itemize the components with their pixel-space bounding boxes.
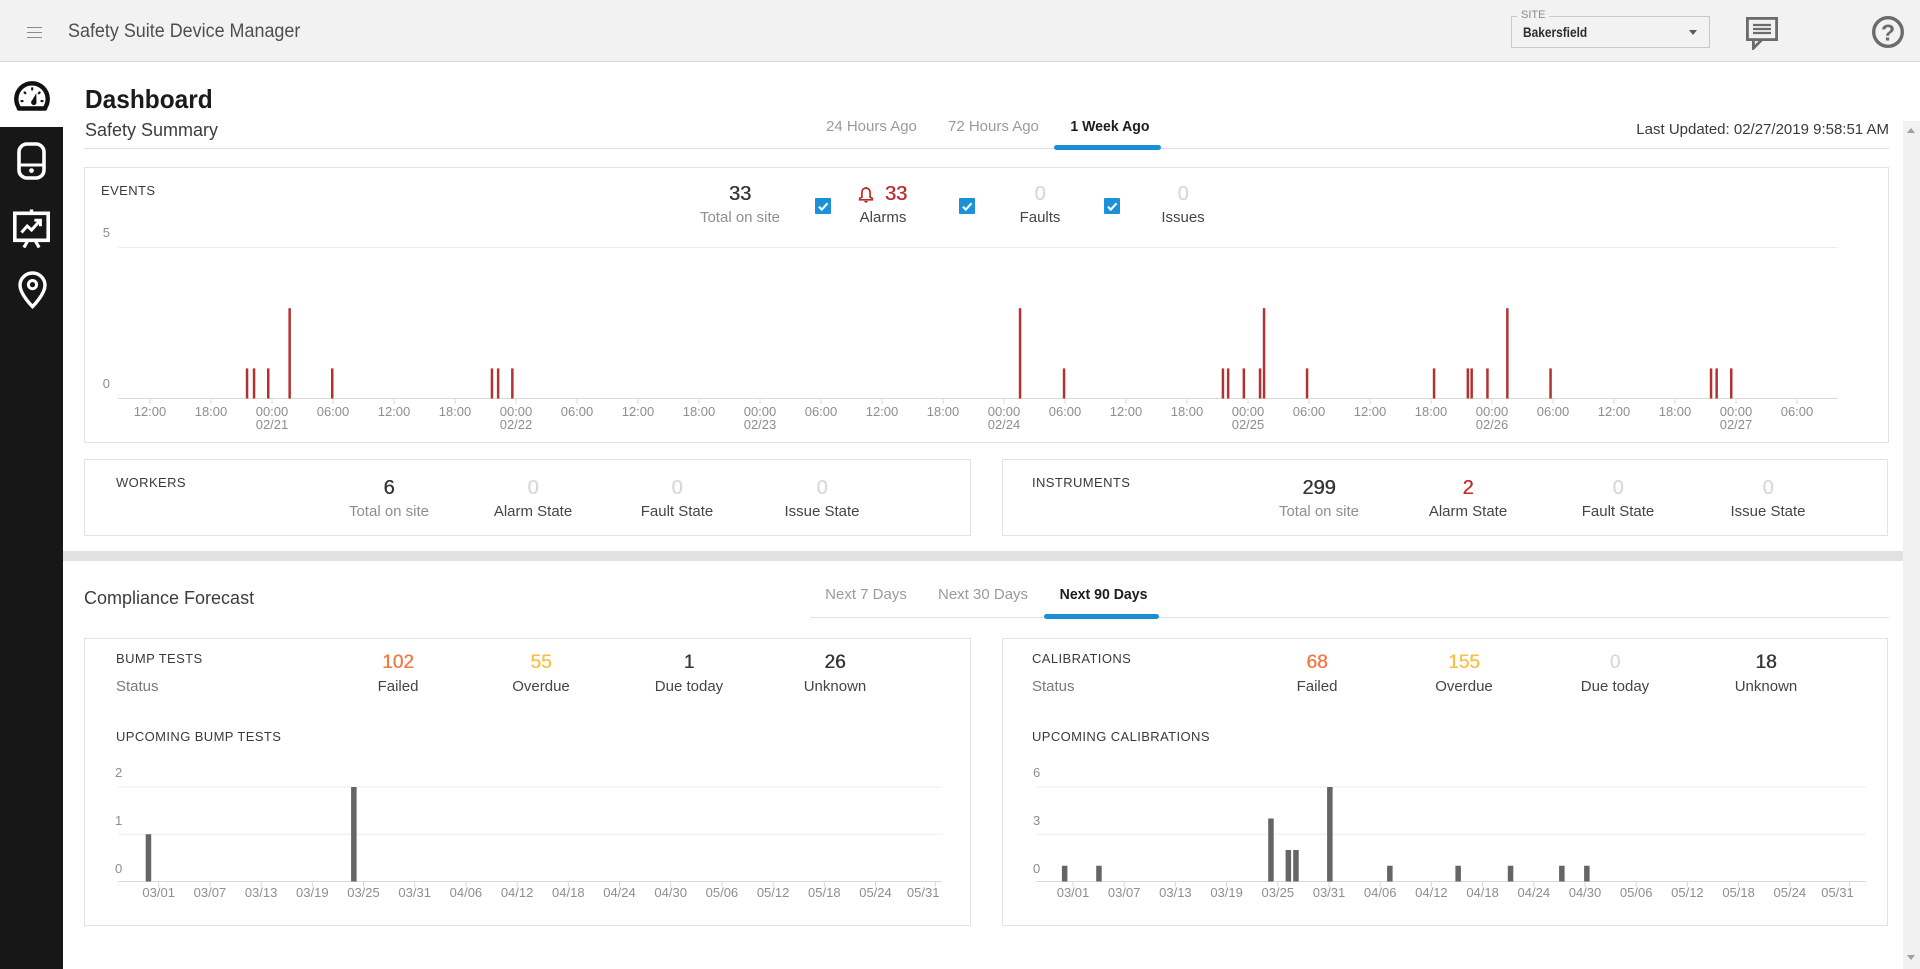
svg-text:03/07: 03/07 xyxy=(194,885,227,900)
svg-text:06:00: 06:00 xyxy=(1293,404,1326,419)
svg-text:05/24: 05/24 xyxy=(859,885,892,900)
svg-text:0: 0 xyxy=(103,376,110,391)
svg-text:18:00: 18:00 xyxy=(195,404,228,419)
svg-text:03/19: 03/19 xyxy=(1210,885,1243,900)
svg-text:05/06: 05/06 xyxy=(1620,885,1653,900)
svg-text:02/27: 02/27 xyxy=(1720,417,1753,432)
svg-text:02/22: 02/22 xyxy=(500,417,533,432)
svg-text:05/18: 05/18 xyxy=(1722,885,1755,900)
svg-text:00:00: 00:00 xyxy=(256,404,289,419)
svg-text:04/24: 04/24 xyxy=(603,885,636,900)
svg-text:04/06: 04/06 xyxy=(1364,885,1397,900)
svg-text:00:00: 00:00 xyxy=(500,404,533,419)
svg-text:0: 0 xyxy=(1033,861,1040,876)
svg-text:00:00: 00:00 xyxy=(1720,404,1753,419)
svg-text:05/06: 05/06 xyxy=(706,885,739,900)
svg-text:18:00: 18:00 xyxy=(927,404,960,419)
svg-text:18:00: 18:00 xyxy=(439,404,472,419)
svg-text:03/07: 03/07 xyxy=(1108,885,1141,900)
svg-text:5: 5 xyxy=(103,225,110,240)
svg-text:12:00: 12:00 xyxy=(622,404,655,419)
svg-text:05/31: 05/31 xyxy=(907,885,940,900)
svg-text:12:00: 12:00 xyxy=(134,404,167,419)
svg-text:06:00: 06:00 xyxy=(561,404,594,419)
svg-text:04/18: 04/18 xyxy=(1466,885,1499,900)
svg-text:06:00: 06:00 xyxy=(805,404,838,419)
svg-text:03/19: 03/19 xyxy=(296,885,329,900)
svg-text:04/12: 04/12 xyxy=(1415,885,1448,900)
svg-text:0: 0 xyxy=(115,861,122,876)
svg-text:00:00: 00:00 xyxy=(1476,404,1509,419)
svg-text:12:00: 12:00 xyxy=(1598,404,1631,419)
svg-text:02/21: 02/21 xyxy=(256,417,289,432)
svg-text:18:00: 18:00 xyxy=(1659,404,1692,419)
svg-text:18:00: 18:00 xyxy=(683,404,716,419)
svg-text:05/24: 05/24 xyxy=(1774,885,1807,900)
svg-text:12:00: 12:00 xyxy=(378,404,411,419)
svg-text:12:00: 12:00 xyxy=(1354,404,1387,419)
svg-text:12:00: 12:00 xyxy=(1110,404,1143,419)
svg-text:03/25: 03/25 xyxy=(347,885,380,900)
svg-text:06:00: 06:00 xyxy=(317,404,350,419)
svg-text:06:00: 06:00 xyxy=(1049,404,1082,419)
svg-text:02/26: 02/26 xyxy=(1476,417,1509,432)
svg-text:18:00: 18:00 xyxy=(1171,404,1204,419)
svg-text:03/01: 03/01 xyxy=(1057,885,1090,900)
svg-text:00:00: 00:00 xyxy=(988,404,1021,419)
svg-text:03/31: 03/31 xyxy=(398,885,431,900)
svg-text:05/12: 05/12 xyxy=(1671,885,1704,900)
svg-text:?: ? xyxy=(1881,20,1895,46)
svg-text:03/13: 03/13 xyxy=(1159,885,1192,900)
svg-text:04/06: 04/06 xyxy=(450,885,483,900)
svg-text:05/31: 05/31 xyxy=(1821,885,1854,900)
svg-text:2: 2 xyxy=(115,765,122,780)
svg-text:02/23: 02/23 xyxy=(744,417,777,432)
svg-text:03/25: 03/25 xyxy=(1262,885,1295,900)
svg-text:05/18: 05/18 xyxy=(808,885,841,900)
svg-text:06:00: 06:00 xyxy=(1537,404,1570,419)
svg-text:06:00: 06:00 xyxy=(1781,404,1814,419)
svg-text:04/24: 04/24 xyxy=(1518,885,1551,900)
svg-text:00:00: 00:00 xyxy=(1232,404,1265,419)
svg-text:04/12: 04/12 xyxy=(501,885,534,900)
svg-text:03/31: 03/31 xyxy=(1313,885,1346,900)
svg-text:04/18: 04/18 xyxy=(552,885,585,900)
svg-text:05/12: 05/12 xyxy=(757,885,790,900)
svg-text:18:00: 18:00 xyxy=(1415,404,1448,419)
svg-text:02/25: 02/25 xyxy=(1232,417,1265,432)
svg-text:03/01: 03/01 xyxy=(142,885,175,900)
svg-text:04/30: 04/30 xyxy=(654,885,687,900)
svg-text:1: 1 xyxy=(115,813,122,828)
svg-text:03/13: 03/13 xyxy=(245,885,278,900)
svg-text:02/24: 02/24 xyxy=(988,417,1021,432)
svg-text:3: 3 xyxy=(1033,813,1040,828)
svg-text:00:00: 00:00 xyxy=(744,404,777,419)
svg-text:12:00: 12:00 xyxy=(866,404,899,419)
svg-text:6: 6 xyxy=(1033,765,1040,780)
svg-text:04/30: 04/30 xyxy=(1569,885,1602,900)
